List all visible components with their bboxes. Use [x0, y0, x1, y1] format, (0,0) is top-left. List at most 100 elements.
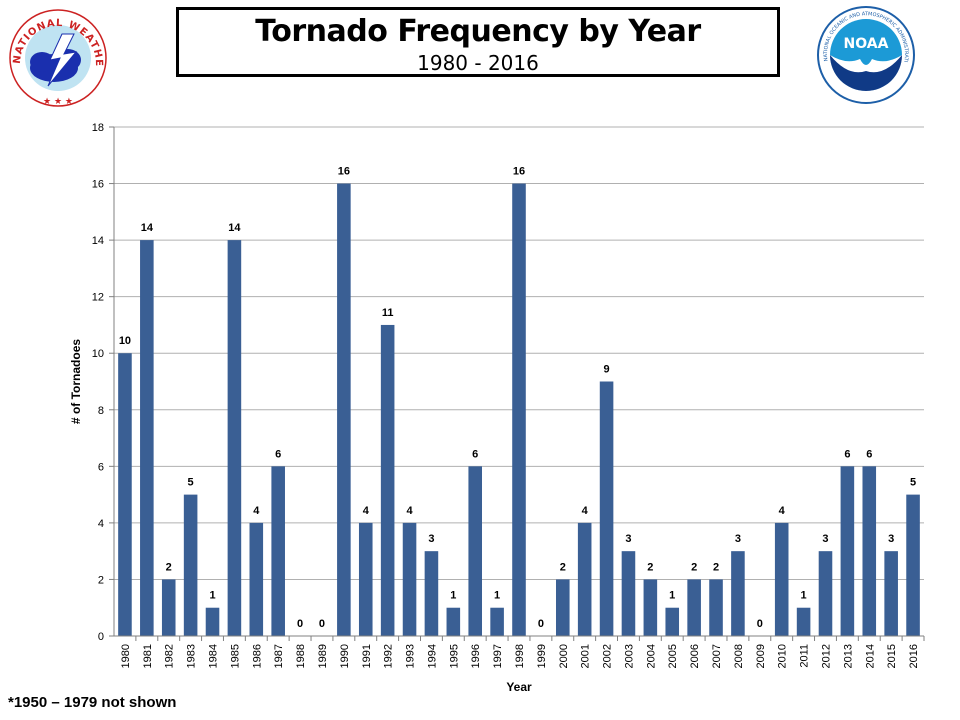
data-label-1990: 16	[338, 166, 350, 178]
bar-1982	[161, 579, 176, 636]
data-label-1983: 5	[188, 477, 194, 489]
title-box: Tornado Frequency by Year 1980 - 2016	[176, 7, 780, 77]
bar-1991	[358, 522, 373, 636]
data-label-2010: 4	[779, 505, 786, 517]
x-tick-label-2013: 2013	[842, 644, 854, 668]
bar-1984	[205, 607, 220, 636]
bar-2016	[906, 494, 920, 636]
y-tick-label: 2	[98, 574, 104, 586]
data-label-1999: 0	[538, 618, 544, 630]
y-tick-label: 4	[98, 518, 104, 530]
x-tick-label-2003: 2003	[623, 644, 635, 668]
x-tick-label-2009: 2009	[755, 644, 767, 668]
x-tick-label-2002: 2002	[602, 644, 614, 668]
bar-1995	[446, 607, 461, 636]
y-tick-label: 16	[92, 179, 104, 191]
data-label-2007: 2	[713, 561, 719, 573]
x-tick-label-1987: 1987	[273, 644, 285, 668]
bar-2001	[577, 522, 592, 636]
bar-2012	[818, 551, 833, 636]
data-label-1981: 14	[141, 222, 154, 234]
data-label-1982: 2	[166, 561, 172, 573]
bar-2004	[643, 579, 658, 636]
bar-1981	[140, 240, 154, 636]
x-tick-label-2007: 2007	[711, 644, 723, 668]
data-label-1980: 10	[119, 335, 131, 347]
data-label-2009: 0	[757, 618, 763, 630]
x-tick-label-2015: 2015	[886, 644, 898, 668]
data-label-1997: 1	[494, 590, 500, 602]
bar-2000	[555, 579, 570, 636]
data-label-2001: 4	[582, 505, 589, 517]
x-tick-label-1994: 1994	[426, 644, 438, 668]
bar-1992	[380, 324, 395, 636]
x-tick-label-1981: 1981	[142, 644, 154, 668]
bar-1985	[227, 240, 242, 636]
x-tick-label-1983: 1983	[186, 644, 198, 668]
x-tick-label-2010: 2010	[777, 644, 789, 668]
data-label-1989: 0	[319, 618, 325, 630]
data-label-2004: 2	[647, 561, 653, 573]
data-label-2005: 1	[669, 590, 675, 602]
svg-text:★ ★ ★: ★ ★ ★	[43, 97, 73, 107]
bar-2007	[709, 579, 723, 636]
x-tick-label-1992: 1992	[383, 644, 395, 668]
x-tick-label-1990: 1990	[339, 644, 351, 668]
y-tick-label: 18	[92, 122, 104, 134]
data-label-2012: 3	[822, 533, 828, 545]
x-tick-label-2006: 2006	[689, 644, 701, 668]
data-label-2011: 1	[801, 590, 807, 602]
x-tick-label-1989: 1989	[317, 644, 329, 668]
bar-1996	[468, 466, 483, 636]
bar-1983	[183, 494, 198, 636]
x-tick-label-1998: 1998	[514, 644, 526, 668]
x-tick-label-1996: 1996	[470, 644, 482, 668]
nws-logo-icon: NATIONAL WEATHER SERVICE ★ ★ ★	[6, 4, 107, 107]
bar-1987	[271, 466, 285, 636]
bar-2003	[621, 551, 636, 636]
bar-1980	[118, 353, 132, 636]
x-tick-label-1997: 1997	[492, 644, 504, 668]
data-label-1998: 16	[513, 166, 525, 178]
data-label-1987: 6	[275, 448, 281, 460]
bar-1997	[490, 607, 504, 636]
bar-1990	[337, 183, 351, 637]
x-tick-label-1980: 1980	[120, 644, 132, 668]
data-label-2000: 2	[560, 561, 566, 573]
data-label-2002: 9	[604, 364, 610, 376]
x-tick-label-2000: 2000	[558, 644, 570, 668]
data-label-1984: 1	[209, 590, 215, 602]
bar-1994	[424, 551, 439, 636]
data-label-2006: 2	[691, 561, 697, 573]
bars	[118, 183, 920, 637]
data-label-2013: 6	[844, 448, 850, 460]
bar-2014	[862, 466, 877, 636]
data-label-1992: 11	[382, 307, 394, 319]
x-tick-label-1995: 1995	[448, 644, 460, 668]
noaa-badge: NOAA	[844, 36, 889, 52]
bar-1993	[402, 522, 417, 636]
data-label-1996: 6	[472, 448, 478, 460]
chart-title: Tornado Frequency by Year	[255, 14, 701, 49]
data-label-1988: 0	[297, 618, 303, 630]
y-tick-label: 8	[98, 405, 104, 417]
data-label-1993: 4	[406, 505, 413, 517]
bar-2013	[840, 466, 855, 636]
data-label-2003: 3	[625, 533, 631, 545]
bar-2006	[687, 579, 701, 636]
bar-2010	[774, 522, 789, 636]
chart-subtitle: 1980 - 2016	[417, 51, 539, 75]
x-tick-label-2005: 2005	[667, 644, 679, 668]
bar-2011	[796, 607, 811, 636]
bar-1998	[512, 183, 526, 637]
x-tick-label-1988: 1988	[295, 644, 307, 668]
x-tick-label-2012: 2012	[820, 644, 832, 668]
x-tick-label-1999: 1999	[536, 644, 548, 668]
x-tick-label-1985: 1985	[229, 644, 241, 668]
data-label-2015: 3	[888, 533, 894, 545]
y-axis-label: # of Tornadoes	[69, 339, 83, 424]
y-tick-label: 12	[92, 292, 104, 304]
